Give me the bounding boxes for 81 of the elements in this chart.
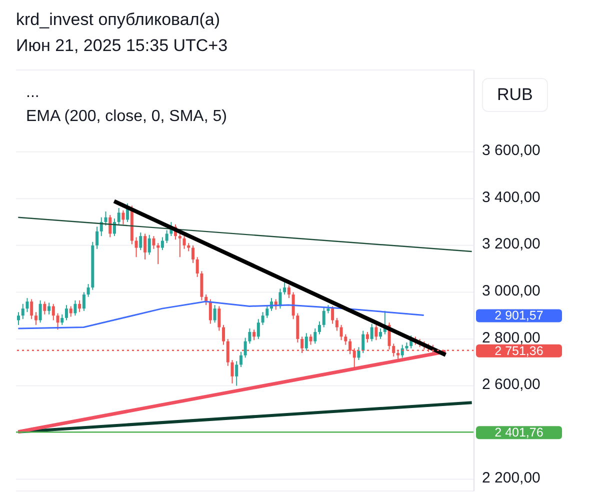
candlestick bbox=[134, 236, 138, 258]
chart-title: krd_invest опубликовал(а) bbox=[16, 10, 220, 30]
candlestick bbox=[48, 302, 51, 315]
candlestick bbox=[362, 330, 365, 354]
candlestick bbox=[200, 270, 204, 301]
candlestick bbox=[21, 303, 24, 320]
candlestick bbox=[322, 306, 326, 328]
candlestick bbox=[252, 329, 256, 341]
candlestick bbox=[218, 306, 221, 332]
candlestick bbox=[266, 304, 269, 318]
candlestick bbox=[64, 304, 68, 321]
candlestick bbox=[43, 301, 46, 315]
candlestick bbox=[213, 304, 216, 324]
candlestick bbox=[340, 324, 343, 341]
candlestick bbox=[178, 233, 182, 258]
candlestick bbox=[38, 300, 42, 324]
candlestick bbox=[104, 211, 108, 226]
candlestick bbox=[248, 328, 252, 344]
y-tick-label: 3 600,00 bbox=[482, 142, 540, 160]
candlestick bbox=[304, 332, 308, 352]
candlestick bbox=[60, 314, 64, 326]
candlestick bbox=[139, 232, 142, 251]
candlestick bbox=[82, 292, 86, 312]
y-tick-label: 3 200,00 bbox=[482, 236, 540, 253]
candlestick bbox=[314, 328, 317, 344]
candlestick bbox=[143, 233, 146, 260]
candlestick bbox=[230, 360, 234, 384]
candlestick bbox=[374, 324, 378, 341]
candlestick bbox=[122, 210, 125, 225]
candlestick bbox=[148, 234, 151, 256]
candlestick bbox=[309, 334, 312, 346]
text: RUB bbox=[482, 78, 548, 112]
candlestick bbox=[296, 312, 300, 343]
candlestick bbox=[86, 284, 90, 298]
ref-line-label: 2 751,36 bbox=[494, 344, 544, 358]
candlestick bbox=[261, 312, 264, 326]
candlestick bbox=[379, 328, 382, 340]
chart-subtitle: Июн 21, 2025 15:35 UTC+3 bbox=[16, 36, 228, 56]
candlestick bbox=[152, 236, 156, 250]
candlestick bbox=[182, 236, 186, 250]
candlestick bbox=[74, 300, 77, 316]
candlestick bbox=[235, 360, 238, 386]
text: 2 901,57 bbox=[494, 308, 544, 323]
y-tick-label: 3 400,00 bbox=[482, 188, 540, 206]
candlestick bbox=[117, 207, 120, 225]
candlestick bbox=[256, 318, 260, 340]
candlestick bbox=[222, 324, 226, 346]
candlestick bbox=[165, 230, 168, 244]
candlestick bbox=[69, 306, 72, 318]
candlestick bbox=[208, 298, 212, 324]
candlestick bbox=[370, 323, 374, 342]
y-tick-label: 3 000,00 bbox=[482, 282, 540, 300]
y-tick-label: 2 200,00 bbox=[482, 470, 540, 487]
annotation: EMA (200, close, 0, SMA, 5) bbox=[26, 108, 227, 126]
candlestick bbox=[335, 317, 338, 332]
candlestick bbox=[191, 244, 194, 264]
candlestick bbox=[196, 256, 199, 278]
candlestick bbox=[239, 351, 242, 368]
candlestick bbox=[283, 280, 286, 296]
candlestick bbox=[244, 337, 247, 358]
candlestick bbox=[287, 284, 290, 299]
candlestick bbox=[160, 236, 164, 251]
candlestick bbox=[96, 226, 99, 250]
candlestick bbox=[318, 320, 321, 335]
y-tick-label: 2 600,00 bbox=[482, 376, 540, 394]
candlestick bbox=[292, 292, 295, 320]
candlestick bbox=[156, 242, 160, 265]
candlestick bbox=[357, 346, 360, 361]
candlestick bbox=[52, 303, 55, 321]
y-tick-label: 2 800,00 bbox=[482, 329, 540, 346]
candlestick bbox=[331, 306, 334, 324]
candlestick bbox=[17, 312, 20, 326]
candlestick bbox=[78, 300, 82, 313]
annotation: ... bbox=[26, 84, 40, 102]
candlestick bbox=[26, 298, 29, 313]
ref-line-label: 2 401,76 bbox=[494, 426, 544, 440]
candlestick bbox=[344, 334, 348, 346]
candlestick bbox=[30, 298, 34, 320]
candlestick bbox=[34, 312, 38, 326]
candlestick bbox=[56, 312, 60, 330]
candlestick bbox=[366, 331, 369, 343]
